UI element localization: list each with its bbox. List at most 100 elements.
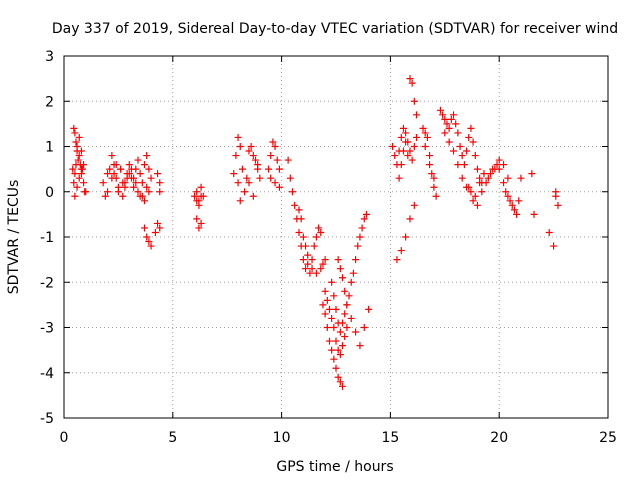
data-point-marker	[317, 228, 325, 236]
data-point-marker	[530, 210, 538, 218]
y-tick-label: 1	[45, 140, 54, 156]
data-point-marker	[154, 170, 162, 178]
data-point-marker	[432, 192, 440, 200]
data-point-marker	[352, 328, 360, 336]
data-point-marker	[469, 138, 477, 146]
data-point-marker	[349, 269, 357, 277]
data-point-marker	[328, 346, 336, 354]
data-point-marker	[197, 183, 205, 191]
data-point-marker	[247, 143, 255, 150]
data-point-marker	[454, 129, 462, 137]
data-point-marker	[154, 219, 162, 227]
data-point-marker	[354, 242, 362, 250]
x-tick-label: 25	[599, 430, 617, 446]
data-point-marker	[141, 224, 149, 232]
data-point-marker	[330, 324, 338, 331]
data-point-marker	[406, 215, 414, 223]
data-point-marker	[336, 378, 344, 386]
data-point-marker	[482, 179, 490, 187]
data-point-marker	[99, 179, 107, 187]
data-point-marker	[141, 161, 149, 169]
data-point-marker	[339, 319, 347, 327]
data-point-marker	[245, 179, 253, 187]
data-point-marker	[508, 201, 516, 209]
data-point-marker	[251, 156, 259, 164]
y-tick-label: -4	[40, 366, 54, 382]
data-point-marker	[241, 188, 249, 196]
data-point-marker	[419, 124, 427, 132]
data-point-marker	[254, 161, 262, 169]
x-tick-label: 10	[273, 430, 291, 446]
data-point-marker	[406, 75, 414, 83]
data-point-marker	[310, 242, 318, 250]
data-point-marker	[236, 197, 244, 205]
data-point-marker	[193, 215, 201, 223]
data-point-marker	[467, 124, 475, 132]
data-point-marker	[467, 188, 475, 196]
data-point-marker	[360, 324, 368, 331]
data-point-marker	[510, 206, 518, 214]
data-point-marker	[476, 179, 484, 187]
data-point-marker	[321, 256, 329, 264]
data-point-marker	[343, 324, 351, 331]
data-point-marker	[112, 161, 120, 169]
data-point-marker	[117, 165, 125, 173]
data-point-marker	[347, 278, 355, 286]
data-point-marker	[312, 233, 320, 241]
data-point-marker	[321, 287, 329, 295]
data-point-marker	[243, 174, 251, 182]
data-point-marker	[134, 188, 142, 196]
data-point-marker	[339, 382, 347, 390]
data-points	[69, 75, 562, 390]
data-point-marker	[399, 124, 407, 132]
data-point-marker	[132, 179, 140, 187]
data-point-marker	[193, 188, 201, 196]
data-point-marker	[136, 170, 144, 178]
data-point-marker	[471, 152, 479, 160]
data-point-marker	[106, 165, 114, 173]
data-point-marker	[397, 247, 405, 255]
x-tick-label: 0	[60, 430, 69, 446]
data-point-marker	[362, 210, 370, 218]
data-point-marker	[197, 219, 205, 227]
chart-title: Day 337 of 2019, Sidereal Day-to-day VTE…	[52, 21, 618, 37]
data-point-marker	[72, 161, 80, 169]
data-point-marker	[297, 215, 305, 223]
data-point-marker	[195, 201, 203, 209]
data-point-marker	[234, 133, 242, 141]
data-point-marker	[143, 152, 151, 160]
data-point-marker	[397, 161, 405, 169]
data-point-marker	[339, 342, 347, 350]
data-point-marker	[312, 269, 320, 277]
data-point-marker	[325, 337, 333, 345]
data-point-marker	[299, 233, 307, 241]
data-point-marker	[469, 197, 477, 205]
data-point-marker	[145, 188, 153, 196]
data-point-marker	[271, 143, 279, 150]
data-point-marker	[267, 152, 275, 160]
data-point-marker	[82, 188, 90, 196]
data-point-marker	[265, 165, 273, 173]
data-point-marker	[145, 238, 153, 246]
data-point-marker	[125, 170, 133, 178]
data-point-marker	[321, 310, 329, 318]
data-point-marker	[75, 174, 83, 182]
data-point-marker	[395, 174, 403, 182]
data-point-marker	[399, 147, 407, 155]
data-point-marker	[295, 206, 303, 214]
data-point-marker	[450, 147, 458, 155]
data-point-marker	[332, 305, 340, 313]
data-point-marker	[341, 287, 349, 295]
y-tick-label: 2	[45, 94, 54, 110]
data-point-marker	[463, 147, 471, 155]
data-point-marker	[75, 133, 83, 141]
data-point-marker	[445, 124, 453, 132]
data-point-marker	[323, 324, 331, 331]
data-point-marker	[147, 174, 155, 182]
data-point-marker	[145, 165, 153, 173]
data-point-marker	[421, 129, 429, 137]
y-tick-label: -1	[40, 230, 54, 246]
data-point-marker	[69, 165, 77, 173]
data-point-marker	[125, 161, 133, 169]
